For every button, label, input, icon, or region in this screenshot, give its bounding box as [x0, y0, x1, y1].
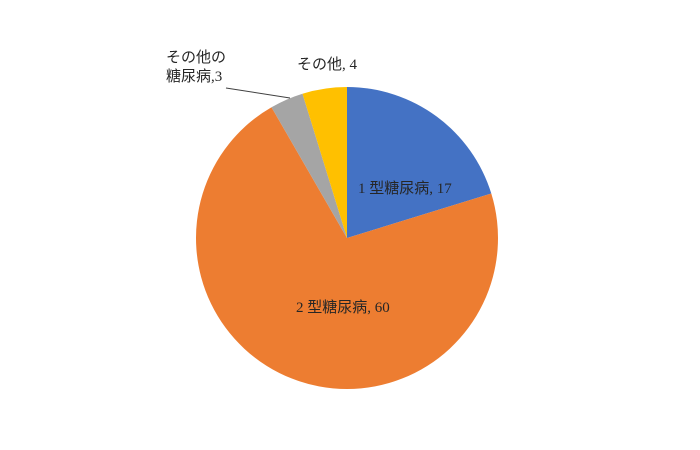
pie-slice-その他の糖尿病 — [271, 93, 347, 239]
pie-slice-1型糖尿病 — [347, 87, 492, 238]
leader-line — [225, 87, 291, 99]
data-label-other: その他, 4 — [297, 57, 358, 73]
data-label-other-diabetes: その他の 糖尿病,3 — [166, 50, 227, 85]
data-label-type1-diabetes: 1 型糖尿病, 17 — [358, 181, 452, 197]
data-label-type2-diabetes: 2 型糖尿病, 60 — [296, 300, 390, 316]
pie-slice-2型糖尿病 — [195, 107, 498, 390]
pie-slices-group — [195, 87, 498, 390]
pie-slice-その他 — [302, 87, 347, 238]
